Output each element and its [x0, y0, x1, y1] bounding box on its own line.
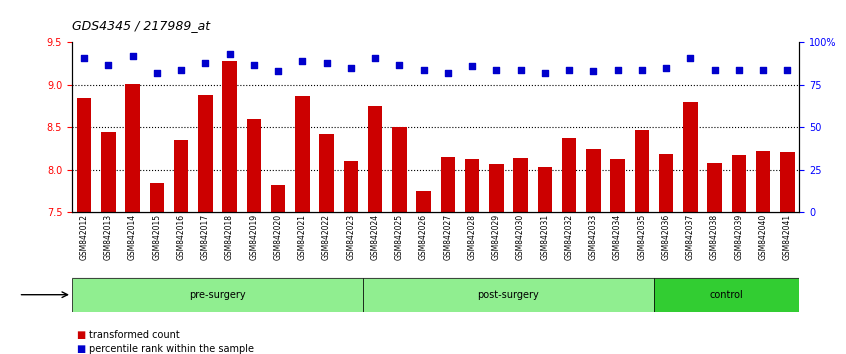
Bar: [441, 157, 455, 212]
Bar: [150, 183, 164, 212]
Point: [222, 52, 236, 57]
Bar: [392, 127, 407, 212]
Point: [199, 60, 212, 66]
Text: transformed count: transformed count: [89, 330, 179, 339]
Point: [320, 60, 333, 66]
Bar: [562, 138, 576, 212]
Text: control: control: [710, 290, 744, 300]
Point: [272, 69, 285, 74]
FancyBboxPatch shape: [363, 278, 654, 312]
Bar: [77, 98, 91, 212]
Point: [77, 55, 91, 61]
Point: [344, 65, 358, 71]
Point: [126, 53, 140, 59]
Bar: [368, 106, 382, 212]
Text: percentile rank within the sample: percentile rank within the sample: [89, 344, 254, 354]
Point: [393, 62, 406, 67]
Point: [756, 67, 770, 73]
Point: [611, 67, 624, 73]
Bar: [173, 140, 189, 212]
Bar: [489, 164, 503, 212]
Text: ■: ■: [76, 330, 85, 339]
Bar: [732, 155, 746, 212]
Bar: [319, 134, 334, 212]
Text: ■: ■: [76, 344, 85, 354]
Bar: [707, 163, 722, 212]
Bar: [222, 61, 237, 212]
Bar: [634, 130, 649, 212]
Bar: [295, 96, 310, 212]
Point: [514, 67, 527, 73]
Point: [102, 62, 115, 67]
Point: [465, 63, 479, 69]
Point: [441, 70, 454, 76]
FancyBboxPatch shape: [654, 278, 799, 312]
Bar: [610, 159, 625, 212]
Bar: [198, 95, 212, 212]
Point: [417, 67, 431, 73]
Bar: [514, 158, 528, 212]
Bar: [659, 154, 673, 212]
Point: [490, 67, 503, 73]
Bar: [755, 151, 771, 212]
Bar: [780, 152, 794, 212]
Point: [659, 65, 673, 71]
Bar: [125, 84, 140, 212]
Bar: [537, 167, 552, 212]
Point: [563, 67, 576, 73]
Bar: [271, 185, 285, 212]
FancyBboxPatch shape: [72, 278, 363, 312]
Bar: [101, 132, 116, 212]
Bar: [343, 161, 358, 212]
Bar: [416, 191, 431, 212]
Point: [781, 67, 794, 73]
Point: [635, 67, 649, 73]
Text: GDS4345 / 217989_at: GDS4345 / 217989_at: [72, 19, 210, 32]
Point: [586, 69, 600, 74]
Point: [732, 67, 745, 73]
Point: [538, 70, 552, 76]
Point: [708, 67, 722, 73]
Point: [295, 58, 309, 64]
Point: [247, 62, 261, 67]
Bar: [464, 159, 480, 212]
Point: [150, 70, 163, 76]
Point: [368, 55, 382, 61]
Bar: [246, 119, 261, 212]
Point: [684, 55, 697, 61]
Text: pre-surgery: pre-surgery: [190, 290, 245, 300]
Text: post-surgery: post-surgery: [478, 290, 539, 300]
Bar: [683, 102, 698, 212]
Bar: [586, 149, 601, 212]
Point: [174, 67, 188, 73]
